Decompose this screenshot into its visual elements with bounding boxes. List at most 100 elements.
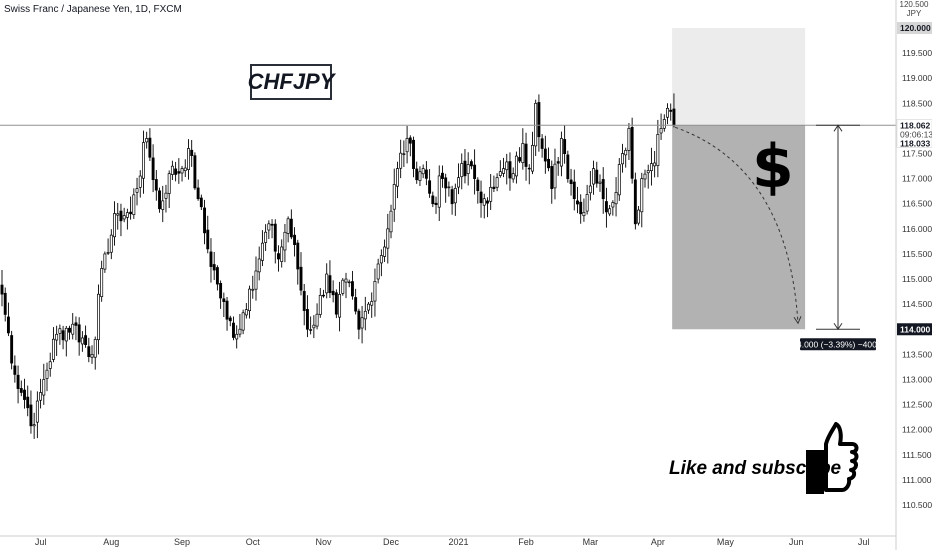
candle-body-down (29, 404, 33, 427)
candle-body-up (511, 173, 515, 180)
stop-price-tag: 120.000 (897, 22, 932, 34)
take-profit-zone[interactable] (672, 125, 806, 330)
candle-body-up (521, 143, 525, 164)
candle (646, 164, 650, 189)
candle-body-down (193, 155, 197, 189)
candle (167, 170, 171, 209)
candle-body-down (412, 139, 415, 169)
candle-body-up (360, 317, 364, 329)
candle (457, 163, 460, 195)
candle (267, 220, 271, 240)
candle-body-up (447, 186, 451, 189)
candle (100, 260, 104, 302)
candle-body-up (389, 210, 393, 233)
candle-body-up (106, 252, 110, 254)
candle (550, 160, 554, 204)
candle-body-up (39, 392, 43, 401)
time-axis[interactable]: Jul Aug Sep Oct Nov Dec 2021 Feb Mar Apr May Jun Jul (35, 537, 870, 547)
candle (334, 289, 338, 319)
candle (61, 325, 65, 350)
candle-body-down (225, 300, 229, 320)
candle-body-up (643, 173, 647, 180)
candle (45, 362, 49, 392)
candle-body-down (669, 109, 673, 112)
position-tool[interactable] (672, 28, 806, 330)
candle (598, 174, 602, 192)
candle (524, 132, 528, 181)
time-tick-label: Dec (383, 537, 400, 547)
candle (283, 223, 287, 263)
candle (106, 238, 110, 255)
candle-body-down (199, 197, 203, 208)
candle-body-down (473, 164, 477, 179)
candle-body-up (58, 328, 62, 334)
candle (514, 151, 518, 184)
candle-body-up (109, 234, 113, 253)
candle (64, 325, 68, 357)
candle-body-down (486, 200, 489, 204)
candle (248, 285, 252, 319)
candle (219, 280, 223, 309)
candle (244, 303, 248, 319)
candle-body-down (222, 298, 226, 303)
time-tick-label: Mar (583, 537, 599, 547)
candle-body-down (415, 168, 419, 181)
candle (215, 265, 219, 291)
symbol-name-text: CHFJPY (247, 69, 335, 94)
candle (556, 156, 560, 176)
candle (203, 199, 206, 245)
candle-body-up (48, 361, 52, 369)
candle (399, 139, 403, 179)
candle (299, 252, 303, 296)
candle-body-down (212, 264, 216, 271)
thumb-cuff (806, 450, 824, 494)
candle-body-down (10, 335, 14, 364)
candle (58, 324, 62, 345)
candle-body-up (267, 223, 271, 231)
candle (280, 239, 284, 268)
candle (585, 184, 589, 215)
candle-body-up (341, 279, 345, 294)
candle-body-down (232, 322, 235, 338)
candle (447, 181, 451, 197)
price-axis[interactable]: 120.000 119.500 119.000 118.500 117.500 117.0… (896, 22, 932, 510)
candle-body-down (154, 179, 158, 191)
like-subscribe-text: Like and subscribe (669, 458, 842, 479)
candle (116, 202, 120, 230)
candle (553, 148, 557, 200)
candle (264, 224, 268, 251)
price-tick-label: 116.000 (902, 224, 932, 234)
candle (196, 179, 200, 201)
candle (350, 270, 354, 300)
candle-body-down (273, 223, 277, 252)
candle-body-down (289, 218, 293, 238)
candle (566, 150, 570, 183)
candle (225, 297, 229, 331)
candle-body-down (354, 297, 358, 312)
measure-arrow-up (833, 124, 843, 132)
candle-body-up (437, 175, 441, 208)
candle-body-down (87, 346, 91, 358)
candle-body-up (344, 278, 348, 283)
candle-body-up (161, 200, 165, 210)
candle-body-up (460, 163, 464, 178)
candle-body-down (540, 138, 544, 149)
candle (473, 149, 477, 195)
candle (495, 173, 499, 192)
price-unit-top: 120.500 (899, 0, 929, 9)
candle (71, 312, 75, 340)
candle (608, 205, 612, 217)
candle (669, 103, 673, 121)
candle-body-up (399, 152, 403, 169)
candle-body-up (32, 424, 36, 427)
candle (6, 302, 10, 337)
candle (318, 287, 322, 318)
candle (502, 157, 505, 178)
candle-body-up (614, 192, 618, 205)
candle (531, 131, 534, 175)
measure-stats-text: −4.000 (−3.39%) −400.0 (792, 339, 884, 349)
time-tick-label: Feb (518, 537, 534, 547)
measure-stats-tag: −4.000 (−3.39%) −400.0 (792, 338, 884, 351)
stop-loss-zone[interactable] (672, 28, 806, 126)
